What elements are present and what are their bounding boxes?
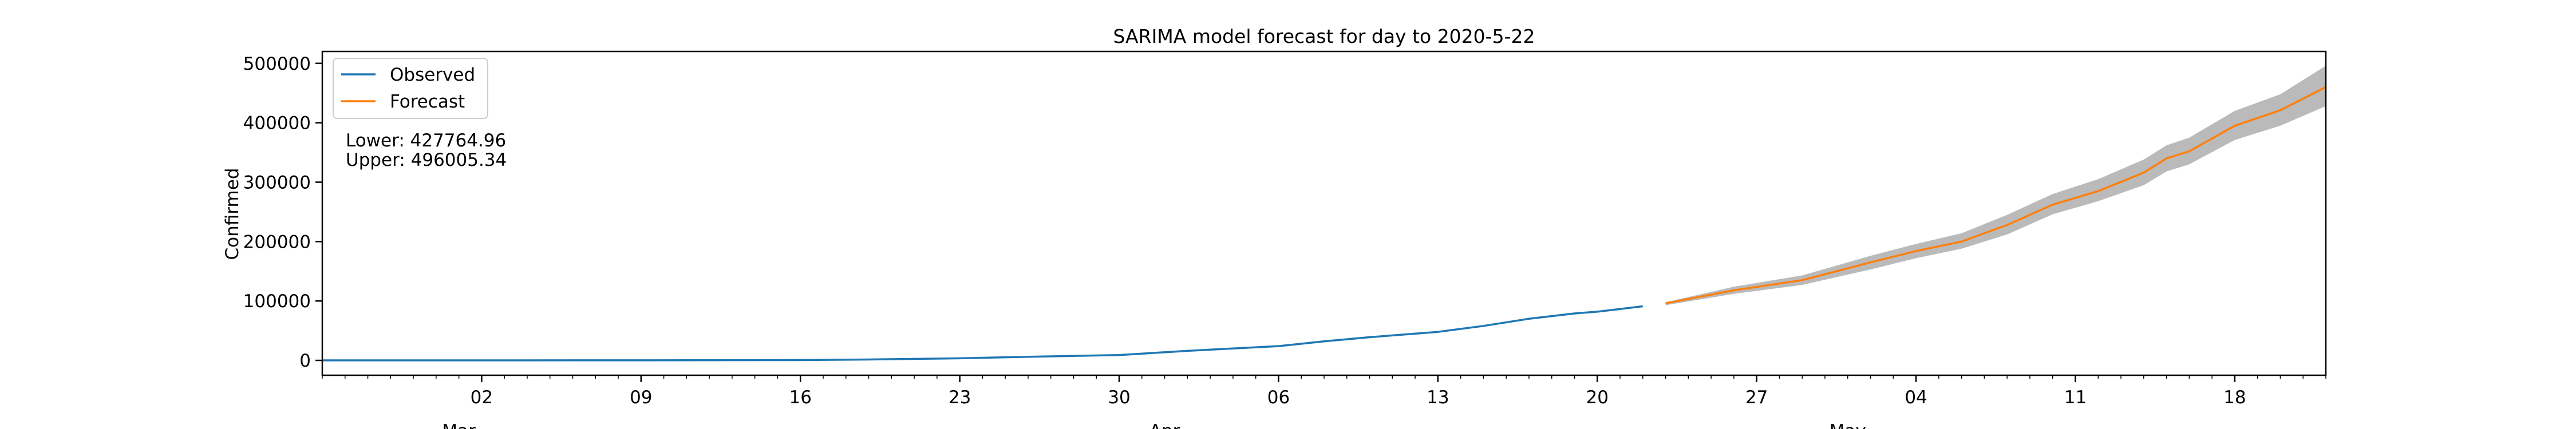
x-month-label: May: [1830, 421, 1866, 429]
x-month-label: Apr: [1149, 421, 1180, 429]
lower-bound-annotation: Lower: 427764.96: [346, 130, 506, 151]
x-month-label: Mar: [442, 421, 476, 429]
legend-label-observed: Observed: [390, 65, 475, 85]
x-tick-label: 20: [1586, 387, 1609, 408]
plot-area: [322, 65, 2326, 362]
upper-bound-annotation: Upper: 496005.34: [346, 150, 507, 170]
x-tick-label: 18: [2223, 387, 2246, 408]
y-tick-label: 300000: [243, 172, 311, 193]
x-tick-label: 06: [1267, 387, 1290, 408]
x-tick-label: 27: [1745, 387, 1768, 408]
x-tick-label: 30: [1108, 387, 1130, 408]
confidence-band: [1665, 65, 2326, 305]
y-tick-label: 0: [299, 351, 311, 371]
legend: Observed Forecast: [333, 58, 488, 119]
x-tick-label: 02: [471, 387, 493, 408]
y-axis-label: Confirmed: [222, 168, 243, 260]
legend-label-forecast: Forecast: [390, 92, 465, 112]
x-tick-label: 13: [1427, 387, 1449, 408]
y-tick-label: 100000: [243, 291, 311, 312]
series-line-observed: [322, 305, 1643, 362]
y-tick-label: 200000: [243, 232, 311, 252]
x-tick-label: 16: [789, 387, 812, 408]
y-tick-label: 500000: [243, 54, 311, 74]
x-tick-label: 23: [949, 387, 971, 408]
x-tick-label: 09: [630, 387, 652, 408]
x-tick-label: 11: [2064, 387, 2087, 408]
y-axis: 0 100000 200000 300000 400000 500000: [243, 54, 322, 371]
series-line-forecast: [1665, 86, 2326, 305]
chart-title: SARIMA model forecast for day to 2020-5-…: [1113, 25, 1535, 47]
x-tick-label: 04: [1905, 387, 1927, 408]
y-tick-label: 400000: [243, 113, 311, 134]
x-axis: 02 09 16 23 30 06 13 20 27 04 11 18 Mar Apr May: [322, 375, 2326, 429]
